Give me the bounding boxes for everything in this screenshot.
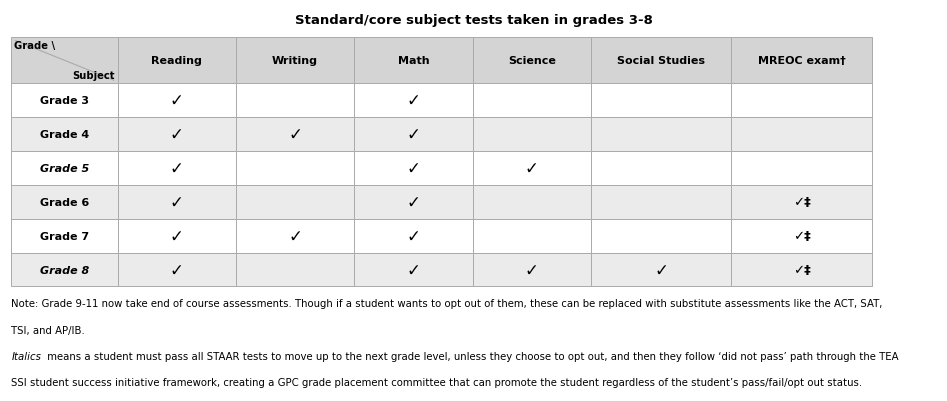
Bar <box>591 186 731 219</box>
Bar <box>731 253 872 287</box>
Text: Math: Math <box>398 56 429 66</box>
Text: ✓: ✓ <box>170 92 184 110</box>
Text: Grade \: Grade \ <box>14 41 55 51</box>
Bar <box>473 253 591 287</box>
Bar <box>473 118 591 152</box>
Bar <box>117 186 236 219</box>
Bar <box>11 38 117 84</box>
Text: ✓: ✓ <box>288 227 302 245</box>
Text: ✓: ✓ <box>170 193 184 211</box>
Bar <box>236 118 354 152</box>
Text: ✓: ✓ <box>406 126 420 144</box>
Text: Grade 4: Grade 4 <box>40 130 89 140</box>
Text: Grade 5: Grade 5 <box>40 164 89 174</box>
Bar <box>473 219 591 253</box>
Bar <box>591 253 731 287</box>
Text: Social Studies: Social Studies <box>617 56 706 66</box>
Bar <box>236 253 354 287</box>
Bar <box>591 152 731 185</box>
Bar <box>117 219 236 253</box>
Text: Italics: Italics <box>11 351 42 361</box>
Bar <box>354 152 473 185</box>
Text: Grade 8: Grade 8 <box>40 265 89 275</box>
Bar <box>354 118 473 152</box>
Bar <box>11 152 117 185</box>
Bar <box>11 118 117 152</box>
Text: ✓: ✓ <box>654 261 668 279</box>
Bar <box>473 152 591 185</box>
Bar <box>731 152 872 185</box>
Bar <box>731 118 872 152</box>
Bar <box>236 186 354 219</box>
Text: ✓: ✓ <box>406 193 420 211</box>
Bar <box>117 118 236 152</box>
Bar <box>591 118 731 152</box>
Text: Grade 7: Grade 7 <box>40 231 89 241</box>
Bar <box>236 152 354 185</box>
Text: ✓: ✓ <box>406 261 420 279</box>
Bar <box>354 38 473 84</box>
Bar <box>11 253 117 287</box>
Bar <box>11 84 117 118</box>
Bar <box>11 186 117 219</box>
Bar <box>473 38 591 84</box>
Text: SSI student success initiative framework, creating a GPC grade placement committ: SSI student success initiative framework… <box>11 377 863 387</box>
Text: ✓‡: ✓‡ <box>793 263 811 276</box>
Bar <box>236 219 354 253</box>
Text: Reading: Reading <box>152 56 203 66</box>
Text: Writing: Writing <box>272 56 318 66</box>
Bar <box>731 38 872 84</box>
Text: Science: Science <box>508 56 556 66</box>
Bar <box>236 38 354 84</box>
Bar <box>117 38 236 84</box>
Text: ✓: ✓ <box>406 92 420 110</box>
Text: ✓: ✓ <box>170 126 184 144</box>
Bar <box>354 219 473 253</box>
Text: MREOC exam†: MREOC exam† <box>758 56 846 66</box>
Text: ✓: ✓ <box>288 126 302 144</box>
Text: TSI, and AP/IB.: TSI, and AP/IB. <box>11 325 85 335</box>
Text: Grade 6: Grade 6 <box>40 197 89 207</box>
Bar <box>731 186 872 219</box>
Bar <box>354 186 473 219</box>
Text: ✓‡: ✓‡ <box>793 230 811 243</box>
Bar <box>117 253 236 287</box>
Bar <box>591 84 731 118</box>
Text: ✓: ✓ <box>525 160 539 178</box>
Text: Grade 3: Grade 3 <box>40 96 89 106</box>
Bar <box>236 84 354 118</box>
Bar <box>117 84 236 118</box>
Bar <box>354 84 473 118</box>
Bar <box>117 152 236 185</box>
Text: Subject: Subject <box>72 71 115 81</box>
Bar <box>591 219 731 253</box>
Text: means a student must pass all STAAR tests to move up to the next grade level, un: means a student must pass all STAAR test… <box>44 351 898 361</box>
Bar <box>591 38 731 84</box>
Text: Note: Grade 9-11 now take end of course assessments. Though if a student wants t: Note: Grade 9-11 now take end of course … <box>11 299 883 309</box>
Text: ✓: ✓ <box>406 227 420 245</box>
Bar <box>473 186 591 219</box>
Text: ✓‡: ✓‡ <box>793 196 811 209</box>
Text: ✓: ✓ <box>170 227 184 245</box>
Text: ✓: ✓ <box>406 160 420 178</box>
Bar <box>11 219 117 253</box>
Bar <box>473 84 591 118</box>
Bar <box>354 253 473 287</box>
Text: ✓: ✓ <box>170 160 184 178</box>
Text: ✓: ✓ <box>525 261 539 279</box>
Text: ✓: ✓ <box>170 261 184 279</box>
Bar <box>731 219 872 253</box>
Text: Standard/core subject tests taken in grades 3-8: Standard/core subject tests taken in gra… <box>295 14 652 27</box>
Bar <box>731 84 872 118</box>
